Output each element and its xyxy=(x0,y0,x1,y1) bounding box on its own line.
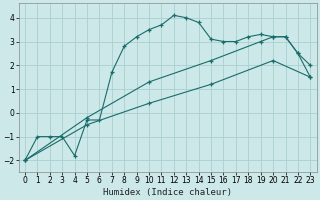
X-axis label: Humidex (Indice chaleur): Humidex (Indice chaleur) xyxy=(103,188,232,197)
